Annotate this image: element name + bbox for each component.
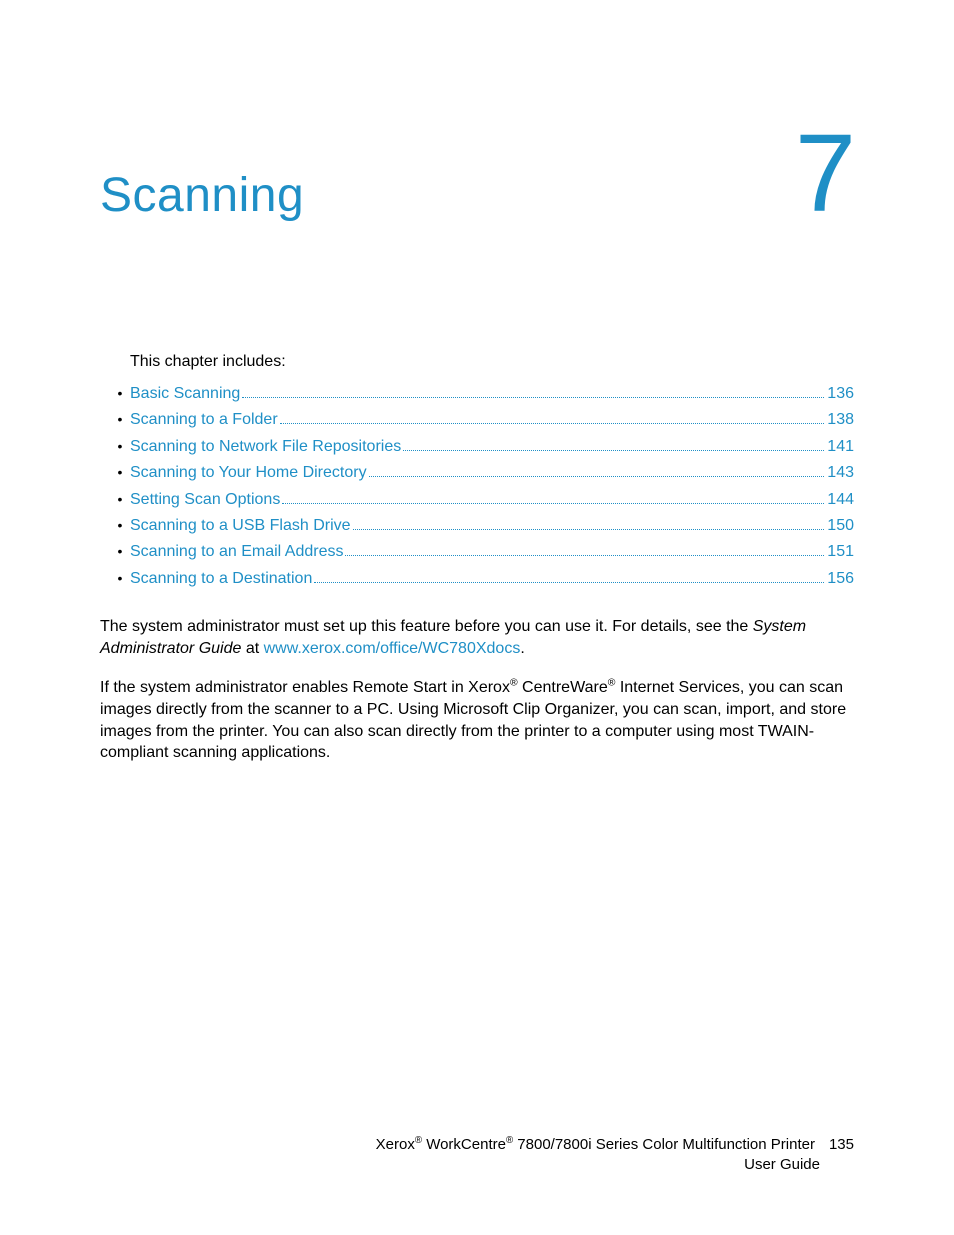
toc-item: •Scanning to Network File Repositories 14…: [100, 434, 854, 460]
toc-page-number[interactable]: 136: [827, 381, 854, 407]
bullet-icon: •: [110, 461, 130, 484]
toc-leader: [345, 555, 824, 556]
toc-link[interactable]: Scanning to Network File Repositories: [130, 434, 401, 460]
toc-page-number[interactable]: 138: [827, 407, 854, 433]
toc-item: •Setting Scan Options 144: [100, 487, 854, 513]
para2-t0: If the system administrator enables Remo…: [100, 679, 510, 696]
toc-item: •Scanning to a USB Flash Drive 150: [100, 513, 854, 539]
toc-item: •Scanning to a Destination 156: [100, 566, 854, 592]
para1-mid: at: [241, 640, 263, 657]
toc-page-number[interactable]: 151: [827, 539, 854, 565]
toc-link[interactable]: Basic Scanning: [130, 381, 240, 407]
toc-leader: [369, 476, 825, 477]
footer-brand: Xerox: [376, 1136, 415, 1153]
toc-link[interactable]: Scanning to a USB Flash Drive: [130, 513, 351, 539]
bullet-icon: •: [110, 435, 130, 458]
para1-post: .: [520, 640, 524, 657]
toc-item: •Basic Scanning 136: [100, 381, 854, 407]
para1-pre: The system administrator must set up thi…: [100, 618, 753, 635]
toc-link[interactable]: Setting Scan Options: [130, 487, 280, 513]
docs-link[interactable]: www.xerox.com/office/WC780Xdocs: [264, 640, 521, 657]
toc-leader: [242, 397, 824, 398]
toc-leader: [403, 450, 824, 451]
toc-link[interactable]: Scanning to a Folder: [130, 407, 278, 433]
toc-page-number[interactable]: 143: [827, 460, 854, 486]
toc-link[interactable]: Scanning to an Email Address: [130, 539, 343, 565]
footer-mid1: WorkCentre: [422, 1136, 506, 1153]
footer-line2: User Guide: [100, 1155, 854, 1175]
toc-page-number[interactable]: 144: [827, 487, 854, 513]
toc-leader: [280, 423, 825, 424]
toc-page-number[interactable]: 141: [827, 434, 854, 460]
toc-item: •Scanning to a Folder 138: [100, 407, 854, 433]
chapter-title: Scanning: [100, 168, 304, 223]
bullet-icon: •: [110, 540, 130, 563]
toc-item: •Scanning to an Email Address 151: [100, 539, 854, 565]
para2-t1: CentreWare: [518, 679, 608, 696]
toc-page-number[interactable]: 150: [827, 513, 854, 539]
reg-mark: ®: [510, 678, 518, 689]
intro-text: This chapter includes:: [130, 353, 854, 371]
paragraph-2: If the system administrator enables Remo…: [100, 677, 854, 763]
toc-leader: [314, 582, 824, 583]
toc-leader: [282, 503, 824, 504]
footer-mid2: 7800/7800i Series Color Multifunction Pr…: [513, 1136, 815, 1153]
toc-link[interactable]: Scanning to Your Home Directory: [130, 460, 367, 486]
bullet-icon: •: [110, 382, 130, 405]
paragraph-1: The system administrator must set up thi…: [100, 616, 854, 659]
page-footer: Xerox® WorkCentre® 7800/7800i Series Col…: [100, 1135, 854, 1176]
bullet-icon: •: [110, 408, 130, 431]
toc-page-number[interactable]: 156: [827, 566, 854, 592]
bullet-icon: •: [110, 567, 130, 590]
toc-list: •Basic Scanning136•Scanning to a Folder1…: [100, 381, 854, 592]
toc-link[interactable]: Scanning to a Destination: [130, 566, 312, 592]
toc-item: •Scanning to Your Home Directory 143: [100, 460, 854, 486]
toc-leader: [353, 529, 825, 530]
bullet-icon: •: [110, 488, 130, 511]
reg-mark: ®: [415, 1135, 422, 1146]
footer-page-number: 135: [829, 1136, 854, 1153]
bullet-icon: •: [110, 514, 130, 537]
chapter-number: 7: [795, 130, 854, 218]
